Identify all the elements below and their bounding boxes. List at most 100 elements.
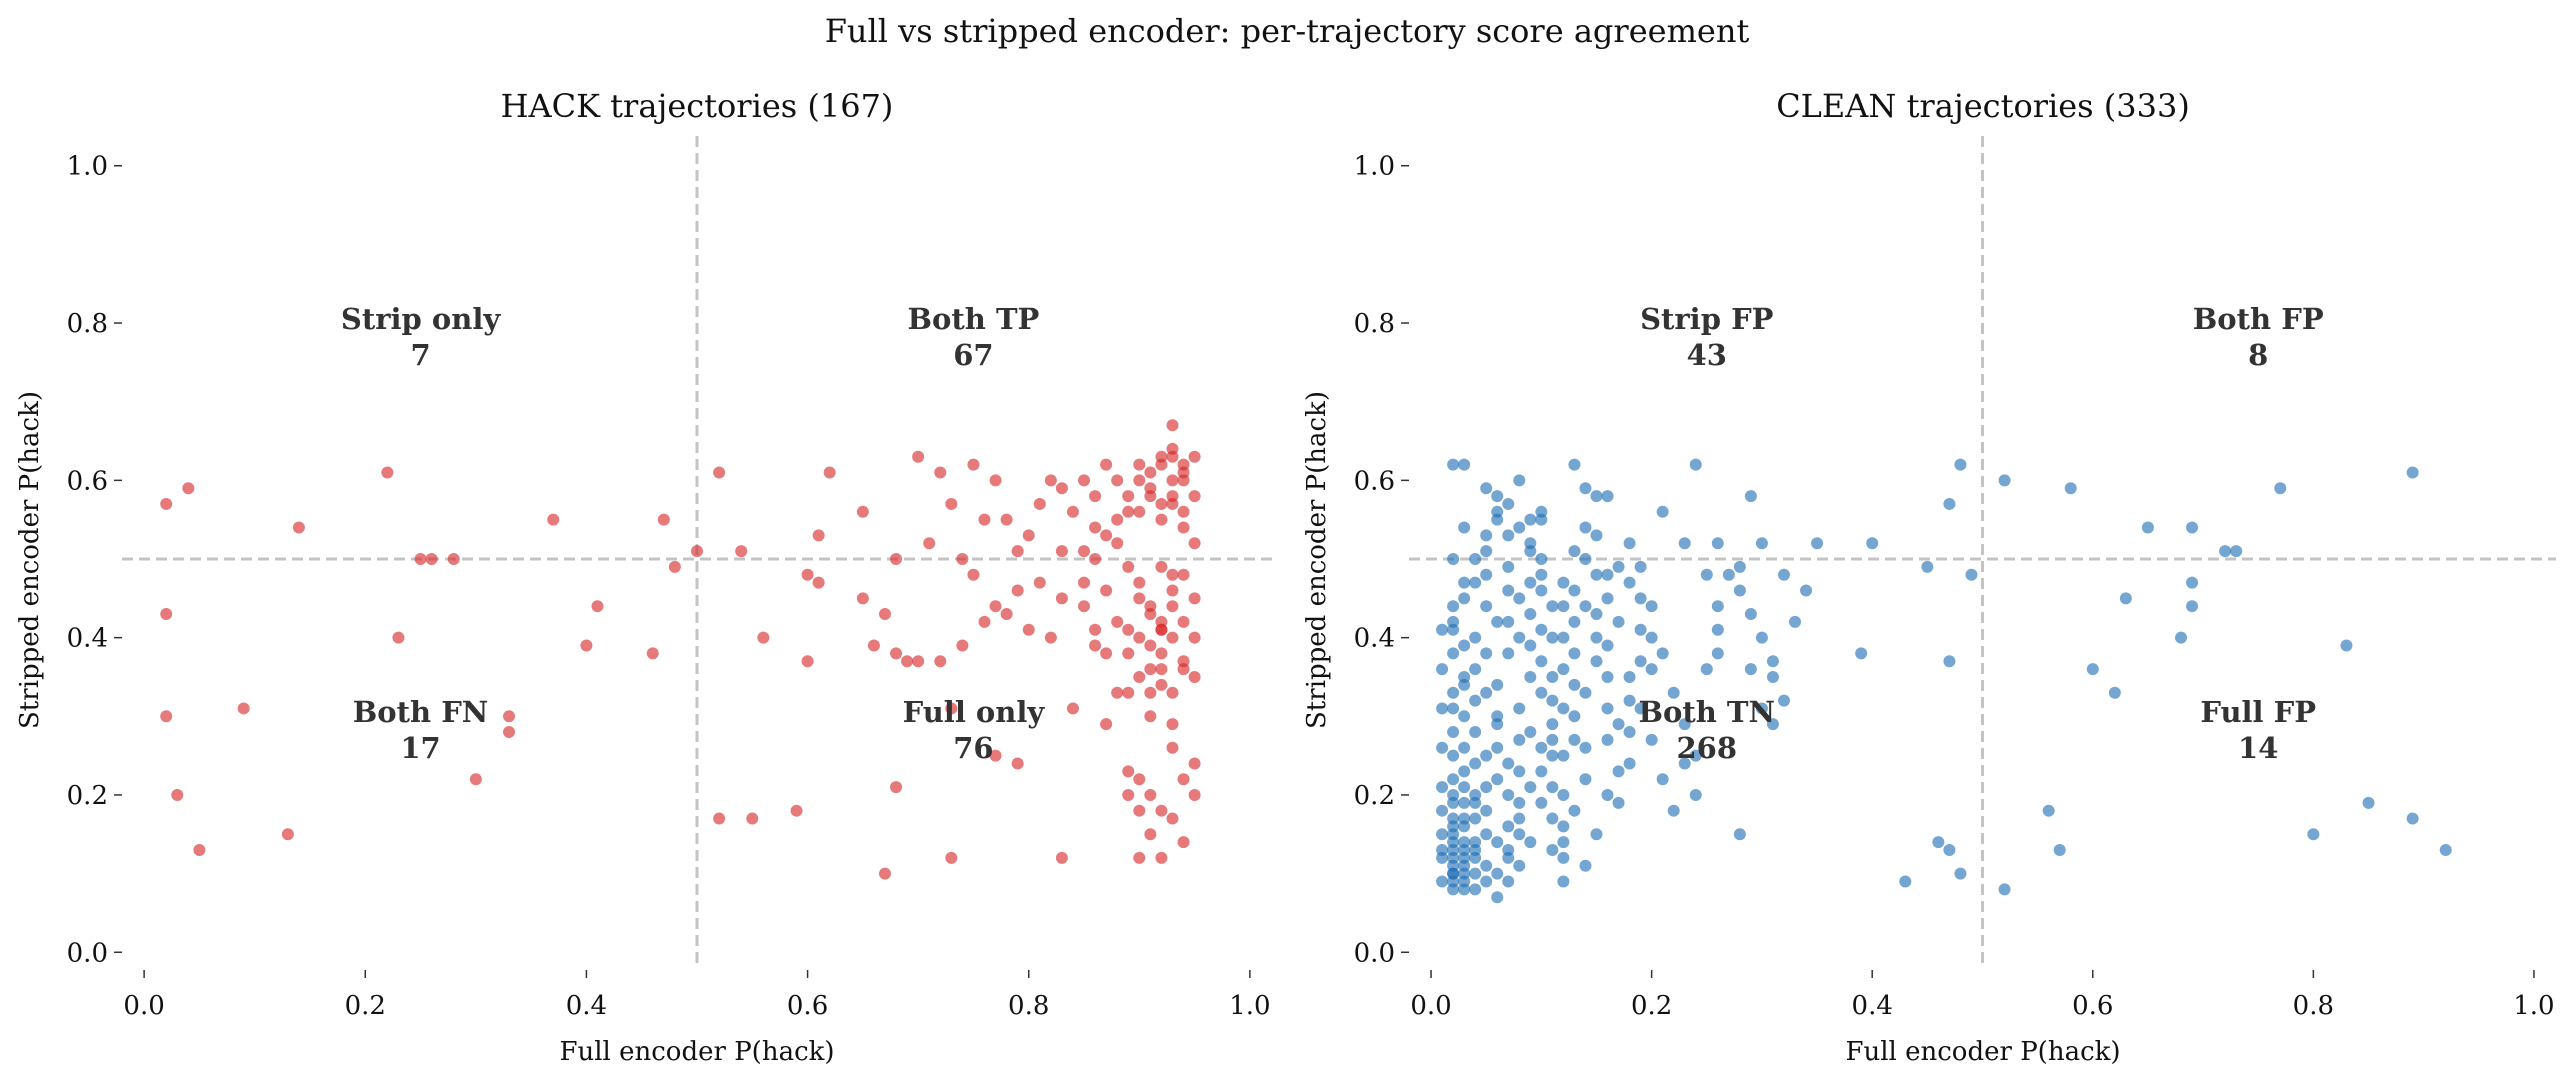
panel-hack-point — [856, 505, 869, 518]
panel-clean-quadrant-label: Full FP — [2200, 695, 2316, 729]
panel-hack-point — [171, 788, 184, 801]
panel-hack-point — [182, 482, 195, 495]
panel-hack-quadrant-count: 76 — [953, 731, 993, 765]
panel-clean-point — [1502, 615, 1515, 628]
panel-clean-point — [1557, 836, 1570, 849]
panel-hack-point — [1144, 639, 1157, 652]
panel-hack-point — [1166, 741, 1179, 754]
panel-clean-point — [1645, 663, 1658, 676]
panel-clean-ytick-label: 0.8 — [1354, 309, 1395, 339]
panel-clean-point — [2108, 686, 2121, 699]
panel-hack-point — [1066, 702, 1079, 715]
panel-clean-point — [1469, 883, 1482, 896]
panel-clean-point — [1535, 513, 1548, 526]
panel-hack-point — [1055, 851, 1068, 864]
panel-hack-point — [912, 450, 925, 463]
panel-clean-point — [2042, 804, 2055, 817]
panel-hack-ytick-label: 1.0 — [67, 152, 108, 182]
panel-clean-quadrant-label: Strip FP — [1640, 302, 1774, 336]
panel-clean-point — [1612, 718, 1625, 731]
panel-clean-point — [1711, 623, 1724, 636]
panel-clean-point — [1711, 537, 1724, 550]
panel-clean-point — [1546, 781, 1559, 794]
panel-hack-xtick-label: 0.4 — [566, 991, 607, 1021]
panel-clean-point — [1436, 781, 1449, 794]
panel-clean-point — [1601, 733, 1614, 746]
panel-clean-point — [1447, 702, 1460, 715]
panel-hack-point — [1089, 553, 1102, 565]
panel-clean-point — [1954, 458, 1967, 471]
panel-clean-point — [1480, 568, 1493, 581]
panel-clean-point — [1568, 584, 1581, 597]
panel-hack-point — [1177, 568, 1190, 581]
panel-clean-point — [1502, 844, 1515, 857]
panel-hack-point — [414, 553, 427, 565]
panel-clean-point — [1469, 796, 1482, 809]
panel-clean-point — [1469, 553, 1482, 565]
panel-hack-point — [1188, 757, 1201, 770]
panel-clean-point — [1447, 867, 1460, 880]
panel-hack-point — [1166, 631, 1179, 644]
panel-clean-point — [1623, 694, 1636, 707]
panel-clean: CLEAN trajectories (333) Full encoder P(… — [1302, 87, 2556, 1067]
panel-hack-point — [1177, 466, 1190, 479]
panel-clean-point — [1535, 568, 1548, 581]
panel-clean-point — [1480, 686, 1493, 699]
panel-clean-point — [1535, 796, 1548, 809]
panel-hack-point — [1144, 608, 1157, 621]
panel-clean-point — [1447, 883, 1460, 896]
panel-hack-point — [934, 466, 947, 479]
panel-hack-point — [1155, 623, 1168, 636]
panel-clean-yticks: 0.0 0.2 0.4 0.6 0.8 1.0 — [1354, 152, 1409, 968]
panel-clean-point — [1645, 733, 1658, 746]
panel-clean-point — [1524, 670, 1537, 683]
panel-hack-point — [1144, 466, 1157, 479]
panel-hack-point — [1122, 560, 1135, 573]
panel-clean-point — [2362, 796, 2375, 809]
panel-hack-point — [912, 655, 925, 668]
panel-clean-point — [1513, 812, 1526, 825]
panel-hack-point — [1188, 450, 1201, 463]
panel-hack-point — [945, 851, 958, 864]
panel-hack-point — [1022, 529, 1035, 542]
panel-clean-point — [1546, 600, 1559, 613]
panel-hack-point — [1144, 482, 1157, 495]
panel-hack-point — [1177, 773, 1190, 786]
panel-clean-point — [1689, 749, 1702, 762]
panel-hack-point — [1177, 505, 1190, 518]
panel-clean-point — [1777, 694, 1790, 707]
panel-hack-point — [1155, 560, 1168, 573]
panel-clean-point — [1535, 765, 1548, 778]
panel-clean-xlabel: Full encoder P(hack) — [1845, 1037, 2120, 1067]
panel-clean-point — [1667, 686, 1680, 699]
panel-clean-point — [1436, 875, 1449, 888]
panel-hack-ytick-label: 0.8 — [67, 309, 108, 339]
panel-clean-point — [1965, 568, 1978, 581]
panel-clean-point — [1513, 859, 1526, 872]
panel-clean-point — [1502, 647, 1515, 660]
panel-clean-point — [1612, 615, 1625, 628]
panel-hack-point — [1144, 788, 1157, 801]
panel-clean-point — [1502, 497, 1515, 510]
panel-clean-point — [1469, 726, 1482, 739]
panel-clean-point — [1634, 560, 1647, 573]
panel-clean-point — [1524, 639, 1537, 652]
panel-hack-point — [281, 828, 294, 841]
panel-clean-point — [1557, 576, 1570, 589]
panel-hack-point — [1078, 576, 1091, 589]
panel-hack-point — [1111, 474, 1124, 487]
panel-clean-point — [1557, 663, 1570, 676]
panel-clean-point — [1436, 663, 1449, 676]
panel-clean-point — [1689, 788, 1702, 801]
panel-clean-point — [1480, 804, 1493, 817]
panel-hack-point — [160, 497, 173, 510]
panel-clean-point — [2406, 812, 2419, 825]
panel-hack-point — [746, 812, 759, 825]
panel-clean-point — [1436, 741, 1449, 754]
panel-clean-quadrant-count: 268 — [1677, 731, 1738, 765]
panel-hack-point — [1011, 584, 1024, 597]
panel-hack-quadrant-label: Both TP — [908, 302, 1040, 336]
panel-clean-point — [1502, 757, 1515, 770]
panel-clean-point — [1480, 529, 1493, 542]
panel-hack-point — [1111, 615, 1124, 628]
